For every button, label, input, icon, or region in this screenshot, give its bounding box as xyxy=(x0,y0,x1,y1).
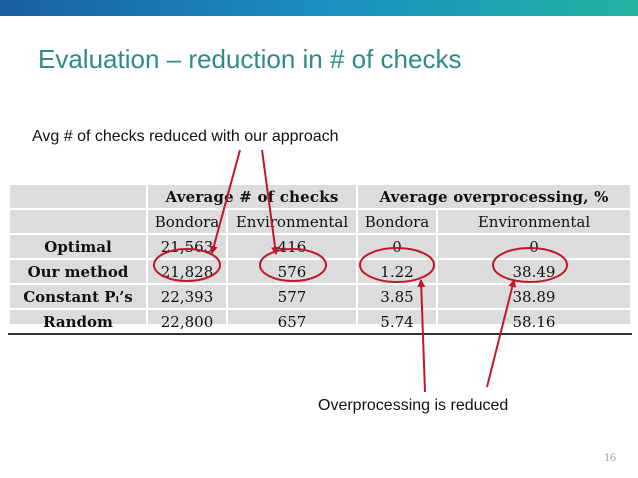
overprocessing-annotation-caption: Overprocessing is reduced xyxy=(318,397,509,414)
table-cell: 657 xyxy=(226,308,358,335)
top-accent-bar xyxy=(0,0,638,16)
table-cell: 5.74 xyxy=(356,308,438,335)
group-header-checks: Average # of checks xyxy=(146,183,358,210)
subheader-environmental-checks: Environmental xyxy=(226,208,358,235)
table-cell: 21,563 xyxy=(146,233,228,260)
table-cell: 58.16 xyxy=(436,308,632,335)
table-corner xyxy=(8,183,148,210)
table-row: Random 22,800 657 5.74 58.16 xyxy=(8,308,632,335)
table-cell: 0 xyxy=(436,233,632,260)
table-cell: 21,828 xyxy=(146,258,228,285)
table-row: Our method 21,828 576 1.22 38.49 xyxy=(8,258,632,285)
checks-annotation-caption: Avg # of checks reduced with our approac… xyxy=(32,128,339,145)
results-table: Average # of checks Average overprocessi… xyxy=(8,183,632,335)
row-label-constant: Constant Pᵢ’s xyxy=(8,283,148,310)
table-row: Optimal 21,563 416 0 0 xyxy=(8,233,632,260)
table-cell: 38.89 xyxy=(436,283,632,310)
slide-title: Evaluation – reduction in # of checks xyxy=(38,44,462,74)
row-label-optimal: Optimal xyxy=(8,233,148,260)
row-label-our-method: Our method xyxy=(8,258,148,285)
table-cell: 1.22 xyxy=(356,258,438,285)
row-label-random: Random xyxy=(8,308,148,335)
subheader-bondora-overprocessing: Bondora xyxy=(356,208,438,235)
table-cell: 22,393 xyxy=(146,283,228,310)
group-header-overprocessing: Average overprocessing, % xyxy=(356,183,632,210)
table-cell: 38.49 xyxy=(436,258,632,285)
slide-number: 16 xyxy=(604,450,616,464)
table-corner-2 xyxy=(8,208,148,235)
table-row: Constant Pᵢ’s 22,393 577 3.85 38.89 xyxy=(8,283,632,310)
subheader-environmental-overprocessing: Environmental xyxy=(436,208,632,235)
table-cell: 3.85 xyxy=(356,283,438,310)
table-cell: 416 xyxy=(226,233,358,260)
subheader-bondora-checks: Bondora xyxy=(146,208,228,235)
table-cell: 576 xyxy=(226,258,358,285)
table-cell: 577 xyxy=(226,283,358,310)
table-cell: 0 xyxy=(356,233,438,260)
table-cell: 22,800 xyxy=(146,308,228,335)
